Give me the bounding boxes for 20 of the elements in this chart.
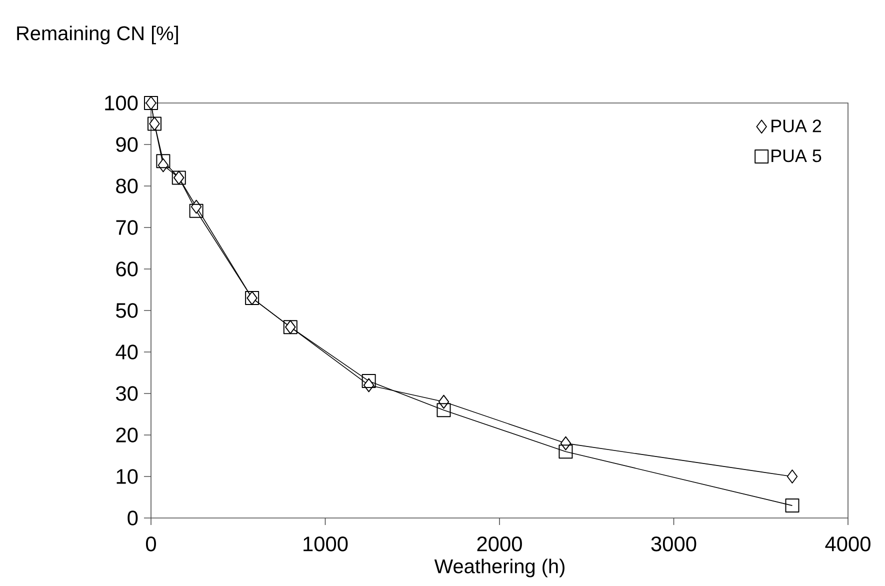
x-tick-label: 4000 [825, 536, 870, 552]
x-tick-label: 2000 [477, 536, 522, 552]
x-axis-title: Weathering (h) [434, 558, 564, 578]
y-tick-label: 100 [105, 96, 138, 110]
y-tick-label: 10 [116, 469, 138, 484]
y-tick-label: 20 [116, 428, 138, 442]
y-axis-title: Remaining CN [%] [17, 26, 178, 44]
x-tick-label: 0 [146, 536, 156, 552]
y-tick-label: 50 [116, 303, 138, 318]
x-tick-label: 1000 [304, 536, 348, 552]
y-tick-label: 40 [116, 344, 138, 360]
y-tick-label: 90 [116, 137, 138, 152]
y-tick-label: 0 [128, 510, 138, 526]
legend-label: PUA 2 [772, 120, 821, 132]
y-tick-label: 70 [116, 220, 138, 235]
x-tick-label: 3000 [651, 536, 696, 552]
y-tick-label: 60 [116, 262, 138, 276]
y-tick-label: 30 [116, 386, 138, 401]
legend-label: PUA 5 [772, 150, 822, 162]
y-tick-label: 80 [116, 178, 138, 194]
